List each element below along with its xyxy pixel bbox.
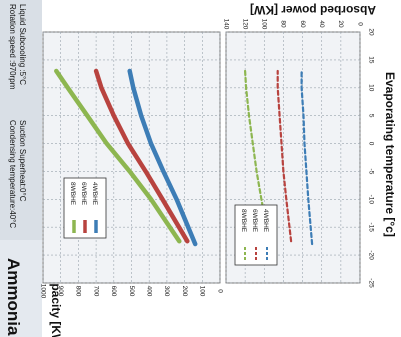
conditions-box xyxy=(0,0,42,240)
temp-tick-label: -20 xyxy=(367,250,374,260)
value-tick-label: 100 xyxy=(199,286,206,297)
value-tick-label: 60 xyxy=(299,20,306,28)
legend: 8WBHE 6WBHE 4WBHE xyxy=(63,177,107,239)
value-tick-label: 300 xyxy=(163,286,170,297)
condition-4: Liquid Subcooling :5°C xyxy=(18,4,27,85)
series-line-4WBHE xyxy=(300,69,314,246)
value-tick-label: 40 xyxy=(318,20,325,28)
series-line-4WBHE xyxy=(127,68,198,247)
value-tick-label: 1000 xyxy=(39,284,46,299)
value-tick-label: 800 xyxy=(75,286,82,297)
legend-label-8WBHE: 8WBHE xyxy=(69,182,76,206)
temp-tick-label: -5 xyxy=(367,169,374,175)
value-tick-label: 500 xyxy=(128,286,135,297)
legend-label-6WBHE: 6WBHE xyxy=(251,209,258,233)
power-ylabel: Absorbed power [KW] xyxy=(250,3,376,17)
value-tick-label: 600 xyxy=(110,286,117,297)
series-line-8WBHE xyxy=(54,68,182,244)
condition-2: Suction Superheat:0°C xyxy=(18,120,27,202)
temp-tick-label: -15 xyxy=(367,223,374,233)
temp-tick-label: -25 xyxy=(367,278,374,288)
condition-1: Condensing temperature:40°C xyxy=(8,120,17,228)
value-tick-label: 140 xyxy=(222,19,229,30)
temp-tick-label: 5 xyxy=(367,114,374,118)
value-tick-label: 100 xyxy=(261,19,268,30)
value-tick-label: 0 xyxy=(356,22,363,26)
value-tick-label: 400 xyxy=(145,286,152,297)
value-tick-label: 80 xyxy=(280,20,287,28)
xlabel: Evaporating temperature [°c] xyxy=(383,72,397,237)
value-tick-label: 900 xyxy=(57,286,64,297)
legend-label-8WBHE: 8WBHE xyxy=(240,209,247,233)
value-tick-label: 120 xyxy=(241,19,248,30)
temp-tick-label: 0 xyxy=(367,142,374,146)
series-line-8WBHE xyxy=(244,69,271,243)
chart-title: Ammonia xyxy=(4,258,23,336)
legend-label-4WBHE: 4WBHE xyxy=(91,182,98,206)
value-tick-label: 0 xyxy=(216,289,223,293)
temp-tick-label: 10 xyxy=(367,84,374,92)
temp-tick-label: -10 xyxy=(367,195,374,205)
value-tick-label: 20 xyxy=(337,20,344,28)
legend-label-4WBHE: 4WBHE xyxy=(262,209,269,233)
legend-label-6WBHE: 6WBHE xyxy=(80,182,87,206)
condition-3: Rotation speed :970rpm xyxy=(8,4,17,90)
legend: 8WBHE 6WBHE 4WBHE xyxy=(234,204,278,266)
series-line-6WBHE xyxy=(276,69,293,243)
temp-tick-label: 20 xyxy=(367,28,374,36)
value-tick-label: 200 xyxy=(181,286,188,297)
cooling-capacity-chart: 0 100 200 300 400 500 600 700 800 900 1000 8WBHE 6WB… xyxy=(39,31,223,299)
series-line-6WBHE xyxy=(93,68,190,244)
value-tick-label: 700 xyxy=(92,286,99,297)
temp-tick-label: 15 xyxy=(367,56,374,64)
